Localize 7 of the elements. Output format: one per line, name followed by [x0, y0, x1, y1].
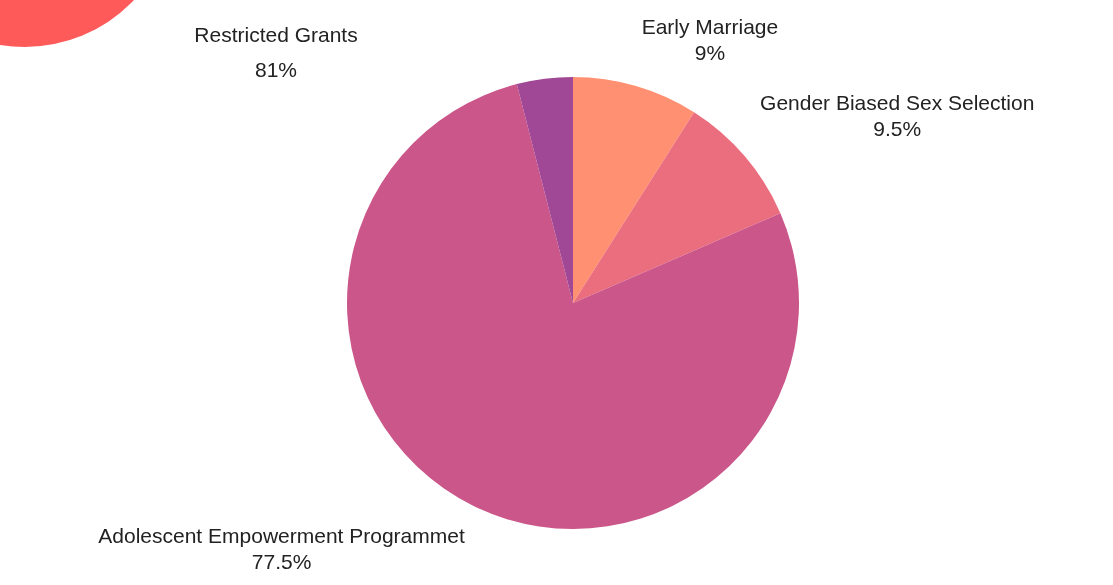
data-label: 77.5% [251, 549, 312, 573]
slice-label: Early Marriage [641, 14, 779, 38]
slice-label: Gender Biased Sex Selection [760, 91, 1035, 115]
slice-label: Adolescent Empowerment Programmet [98, 523, 465, 547]
data-label: 9.5% [873, 117, 922, 141]
data-label: 9% [694, 40, 726, 64]
text: Restricted Grants 81% [194, 22, 358, 81]
